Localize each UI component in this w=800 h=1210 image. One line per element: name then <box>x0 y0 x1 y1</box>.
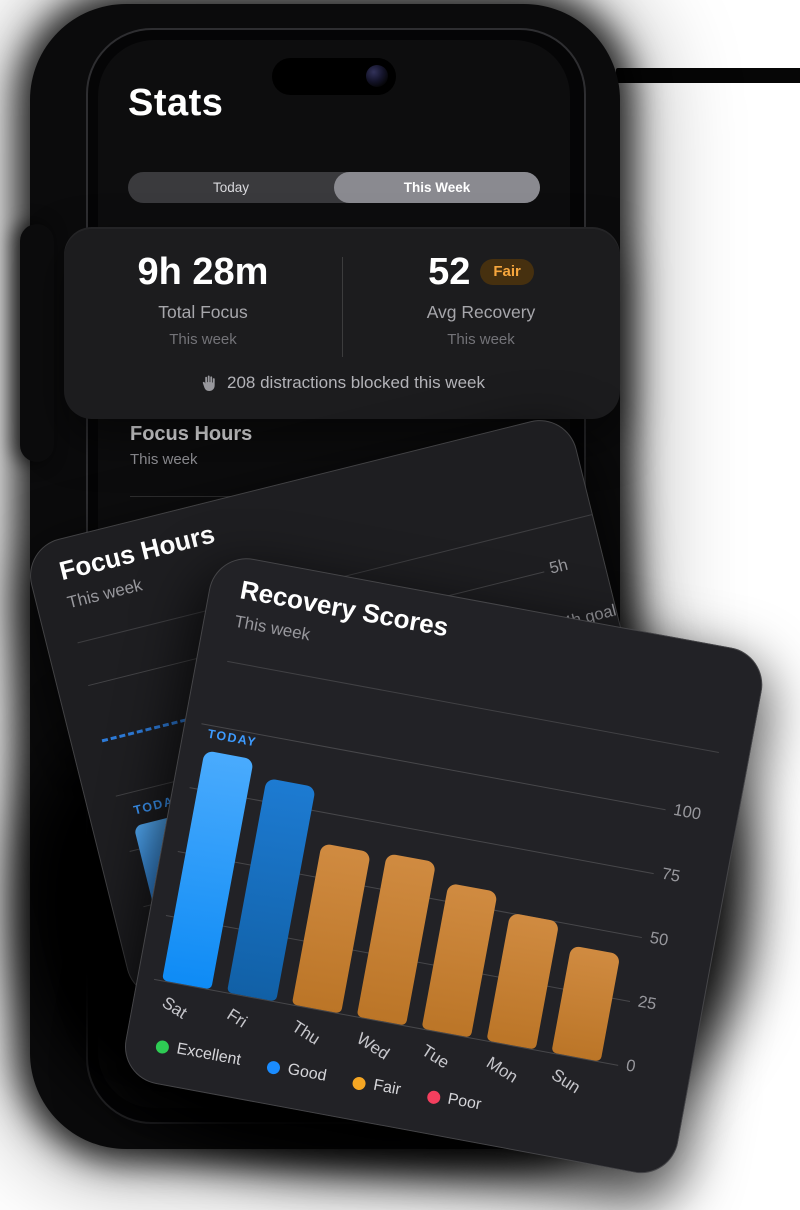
distractions-text: 208 distractions blocked this week <box>227 373 485 392</box>
x-label-sun: Sun <box>548 1064 584 1098</box>
avg-recovery-label: Avg Recovery <box>426 302 536 322</box>
bar-mon <box>486 912 560 1050</box>
bar-wed <box>356 852 437 1026</box>
legend-item-excellent: Excellent <box>154 1036 242 1069</box>
x-label-sat: Sat <box>158 992 191 1023</box>
excellent-dot-icon <box>154 1038 171 1055</box>
x-label-tue: Tue <box>418 1040 453 1073</box>
volume-button <box>20 224 54 462</box>
y-tick-100: 100 <box>672 800 703 824</box>
recovery-chart: 0 25 50 75 100 Sat Fri Thu Wed Tue Mon Sun TODAY Exce… <box>120 553 768 1178</box>
summary-card: 9h 28m Total Focus This week 52 Fair Avg… <box>64 227 620 419</box>
focus-hours-section-title: Focus Hours <box>130 423 253 445</box>
recovery-scores-card: Recovery Scores This week 0 25 50 75 100 Sat F… <box>118 552 769 1180</box>
legend-item-good: Good <box>265 1057 328 1086</box>
x-label-mon: Mon <box>483 1052 522 1087</box>
recovery-today-label: TODAY <box>206 726 259 750</box>
legend-item-poor: Poor <box>425 1087 483 1115</box>
segment-today[interactable]: Today <box>212 180 250 195</box>
total-focus-label: Total Focus <box>158 302 248 322</box>
x-label-fri: Fri <box>223 1004 251 1032</box>
focus-hours-section-subtitle: This week <box>130 451 198 468</box>
recovery-status-badge: Fair <box>480 259 534 285</box>
time-range-segmented-control[interactable]: Today This Week <box>128 172 540 203</box>
y-tick-5h: 5h <box>547 555 570 578</box>
total-focus-stat: 9h 28m Total Focus This week <box>64 251 342 348</box>
bar-thu <box>291 843 371 1014</box>
y-tick-0: 0 <box>624 1056 637 1076</box>
dynamic-island <box>272 58 396 95</box>
legend-label: Good <box>286 1060 328 1085</box>
bar-sun <box>551 945 621 1062</box>
good-dot-icon <box>265 1059 282 1075</box>
page-title: Stats <box>128 82 224 124</box>
legend-label: Poor <box>446 1090 483 1114</box>
total-focus-sublabel: This week <box>169 331 237 348</box>
legend-item-fair: Fair <box>351 1073 402 1100</box>
legend-label: Excellent <box>175 1040 243 1069</box>
hand-icon <box>202 375 215 391</box>
total-focus-value: 9h 28m <box>137 251 269 293</box>
distractions-footer: 208 distractions blocked this week <box>64 373 620 393</box>
poor-dot-icon <box>425 1089 442 1105</box>
avg-recovery-sublabel: This week <box>447 331 515 348</box>
bar-tue <box>421 882 498 1038</box>
y-tick-75: 75 <box>660 864 682 886</box>
x-label-thu: Thu <box>288 1016 324 1049</box>
segment-this-week[interactable]: This Week <box>334 172 540 203</box>
legend-label: Fair <box>371 1076 403 1099</box>
y-tick-50: 50 <box>648 928 670 950</box>
x-label-wed: Wed <box>353 1028 393 1064</box>
avg-recovery-stat: 52 Fair Avg Recovery This week <box>342 251 620 348</box>
summary-divider <box>342 257 343 357</box>
y-tick-25: 25 <box>636 992 658 1014</box>
front-camera-icon <box>366 65 388 87</box>
background-edge-line <box>616 68 800 83</box>
avg-recovery-value: 52 <box>428 251 471 293</box>
fair-dot-icon <box>351 1075 367 1091</box>
